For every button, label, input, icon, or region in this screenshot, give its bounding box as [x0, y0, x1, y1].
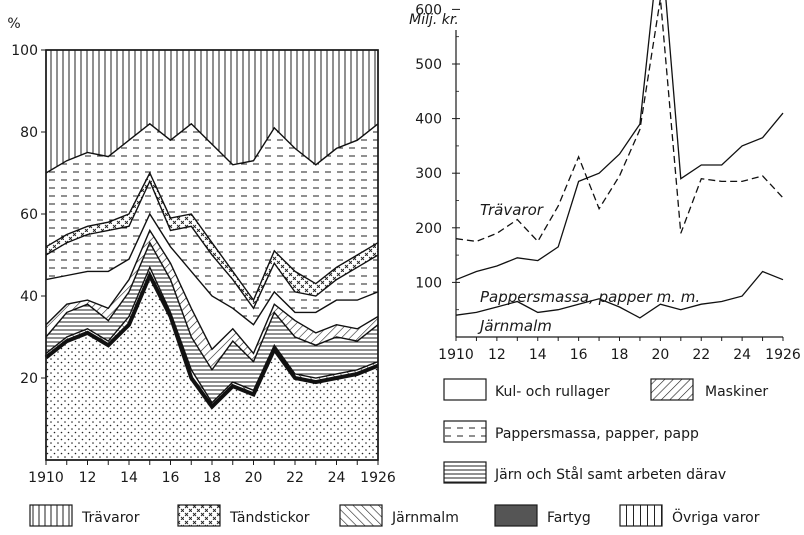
legend-label: Trävaror	[81, 510, 140, 526]
right-xtick-label: 22	[692, 347, 710, 363]
stack-band-7	[46, 123, 378, 301]
left-ytick-label: 80	[20, 125, 38, 141]
right-ytick-label: 300	[415, 166, 442, 182]
left-xtick-label: 12	[79, 470, 97, 486]
legend-swatch	[650, 378, 694, 401]
right-ytick-label: 100	[415, 275, 442, 291]
left-xtick-label: 1910	[28, 470, 64, 486]
stacked-area-chart: 20 40 60 80 100% 1910 12 14 16 18 20 22 24 1926	[7, 16, 396, 486]
legend-label: Tändstickor	[229, 510, 310, 526]
legend-item: Kul- och rullager	[443, 378, 610, 401]
stack-band-6	[46, 173, 378, 309]
legend-swatch	[339, 504, 383, 527]
left-xtick-label: 24	[328, 470, 346, 486]
legend-label: Järnmalm	[391, 510, 459, 526]
legend-item: Maskiner	[650, 378, 768, 401]
legend-item: Fartyg	[494, 504, 591, 527]
boundary-line-0	[44, 270, 379, 410]
right-xtick-label: 20	[651, 347, 669, 363]
left-xtick-label: 16	[162, 470, 180, 486]
right-ytick-label: 200	[415, 221, 442, 237]
legend-swatch	[443, 378, 487, 401]
legend-label: Övriga varor	[672, 508, 760, 526]
legend-item: Övriga varor	[619, 504, 760, 527]
right-ytick-label: 500	[415, 57, 442, 73]
boundary-line-6	[45, 171, 379, 302]
boundary-line-1	[45, 265, 379, 404]
left-xtick-label: 1926	[360, 470, 396, 486]
series-label-pappersmassa: Pappersmassa, papper m. m.	[480, 288, 700, 306]
boundary-line-2	[45, 241, 379, 372]
right-ytick-label: 400	[415, 112, 442, 128]
line-chart: 100200300400500600700Milj. kr.1910121416…	[409, 0, 801, 363]
stack-band-8	[46, 50, 378, 173]
right-xtick-label: 14	[529, 347, 547, 363]
right-xtick-label: 1910	[438, 347, 474, 363]
legend-swatch	[177, 504, 221, 527]
left-xtick-label: 14	[120, 470, 138, 486]
legend-label: Maskiner	[705, 384, 768, 400]
legend-swatch	[29, 504, 73, 527]
legend-item: Tändstickor	[177, 504, 310, 527]
left-ytick-label: 100	[11, 43, 38, 59]
boundary-line-4	[45, 212, 379, 326]
right-xtick-label: 12	[488, 347, 506, 363]
boundary-line-3	[45, 228, 379, 355]
legend-label: Pappersmassa, papper, papp	[495, 426, 699, 442]
legend-label: Fartyg	[547, 510, 591, 526]
right-xtick-label: 18	[611, 347, 629, 363]
right-xtick-label: 24	[733, 347, 751, 363]
series-label-travaror: Trävaror	[480, 201, 544, 219]
legend-item: Järnmalm	[339, 504, 459, 527]
series-label-jarnmalm: Järnmalm	[477, 317, 552, 335]
right-xtick-label: 1926	[765, 347, 801, 363]
legend-item: Järn och Stål samt arbeten därav	[443, 461, 726, 484]
legend-item: Pappersmassa, papper, papp	[443, 420, 699, 443]
legend-label: Järn och Stål samt arbeten därav	[494, 466, 726, 483]
series-line-2	[455, 270, 784, 319]
legend-swatch	[443, 420, 487, 443]
legend-swatch	[443, 461, 487, 484]
legend-item: Trävaror	[29, 504, 140, 527]
legend-swatch	[494, 504, 538, 527]
left-ytick-label: 60	[20, 207, 38, 223]
right-y-unit: Milj. kr.	[409, 12, 459, 28]
left-y-unit: %	[7, 16, 20, 32]
stack-band-4	[46, 214, 378, 354]
legend: Kul- och rullager Maskiner Pappersmassa, p…	[29, 378, 768, 527]
left-xtick-label: 22	[286, 470, 304, 486]
boundary-line-5	[45, 179, 379, 310]
series-line-1	[455, 0, 784, 243]
series-line-0	[455, 0, 784, 281]
left-xtick-label: 20	[245, 470, 263, 486]
stack-band-3	[46, 230, 378, 370]
left-ytick-label: 20	[20, 371, 38, 387]
boundary-line-7	[45, 122, 379, 174]
stack-band-0	[46, 275, 378, 460]
legend-swatch	[619, 504, 663, 527]
legend-label: Kul- och rullager	[495, 384, 610, 400]
right-xtick-label: 16	[570, 347, 588, 363]
left-ytick-label: 40	[20, 289, 38, 305]
left-xtick-label: 18	[203, 470, 221, 486]
right-ytick-label: 600	[415, 2, 442, 18]
stack-band-2	[46, 242, 378, 403]
